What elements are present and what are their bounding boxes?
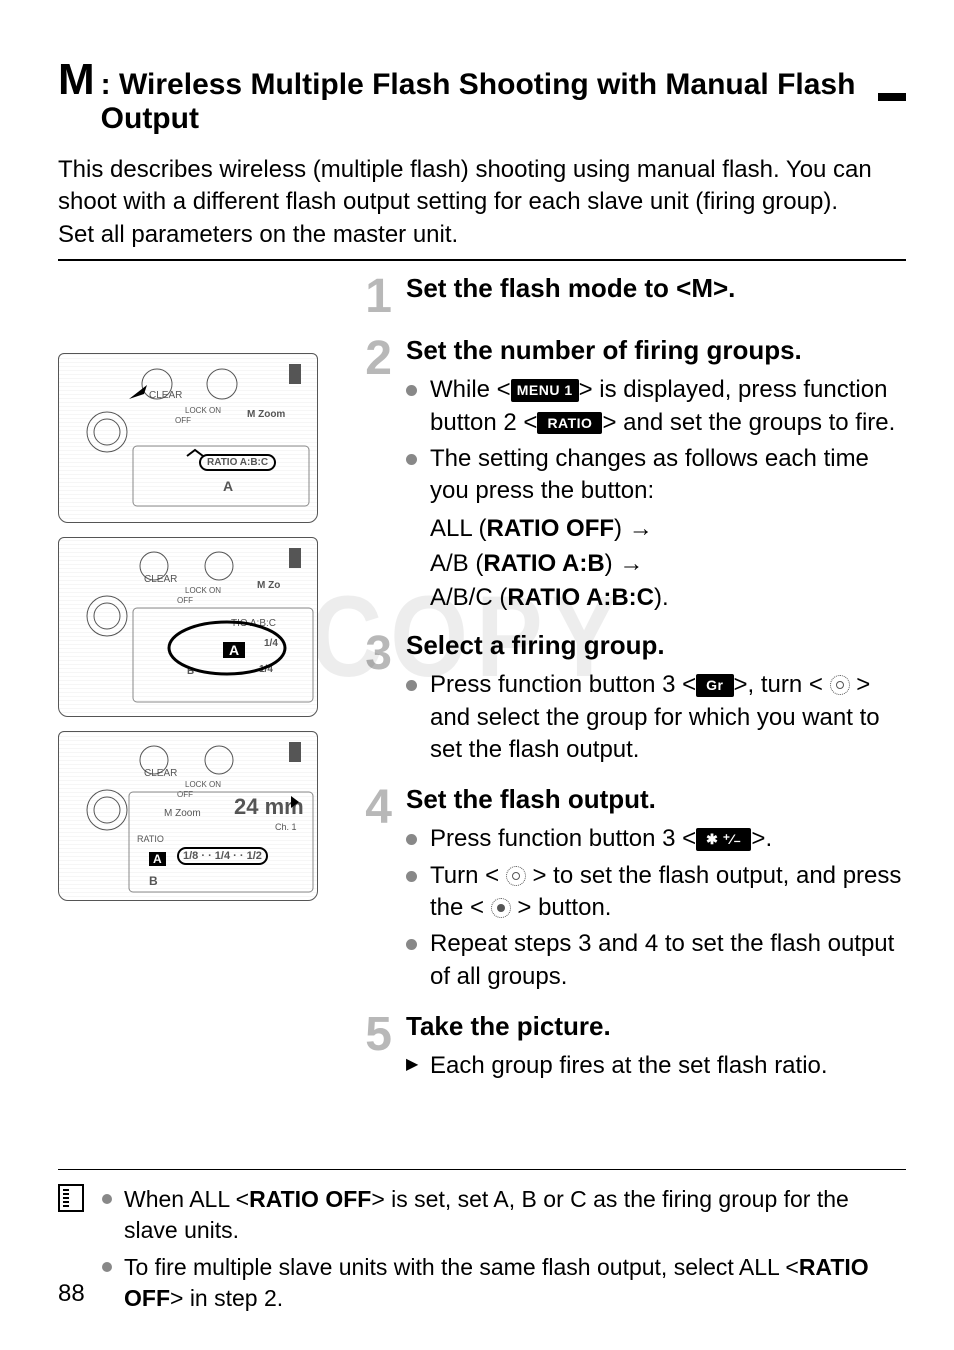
step-1: 1 Set the flash mode to <M>. bbox=[358, 273, 906, 321]
n2-pre: To fire multiple slave units with the sa… bbox=[124, 1254, 799, 1280]
step-number: 5 bbox=[358, 1011, 392, 1086]
step-4-title: Set the flash output. bbox=[406, 784, 906, 815]
step-number: 4 bbox=[358, 784, 392, 997]
seq-ab: A/B (RATIO A:B) → bbox=[430, 547, 906, 582]
step-4: 4 Set the flash output. Press function b… bbox=[358, 784, 906, 997]
notes-icon bbox=[58, 1184, 84, 1212]
n1-pre: When ALL < bbox=[124, 1186, 249, 1212]
section-rule bbox=[58, 259, 906, 261]
step-2-bullet-1: While <MENU 1> is displayed, press funct… bbox=[406, 374, 906, 439]
step-number: 3 bbox=[358, 630, 392, 770]
lcd-diagram-2: CLEAR LOCK ON OFF M Zo TIO A:B:C A B 1/4… bbox=[58, 537, 318, 717]
step-5-title: Take the picture. bbox=[406, 1011, 906, 1042]
step-number: 2 bbox=[358, 335, 392, 616]
step-2-sequence: ALL (RATIO OFF) → A/B (RATIO A:B) → A/B/… bbox=[430, 512, 906, 616]
set-dial-icon bbox=[491, 898, 511, 918]
step-3-title: Select a firing group. bbox=[406, 630, 906, 661]
step-5: 5 Take the picture. Each group fires at … bbox=[358, 1011, 906, 1086]
step-3-bullet-1: Press function button 3 <Gr>, turn < > a… bbox=[406, 669, 906, 766]
s2b1-post: > and set the groups to fire. bbox=[602, 409, 895, 436]
step-number: 1 bbox=[358, 273, 392, 321]
s4b2-post: > button. bbox=[511, 894, 612, 921]
s3b1-mid: >, turn < bbox=[734, 671, 830, 698]
step-4-bullet-2: Turn < > to set the flash output, and pr… bbox=[406, 860, 906, 925]
note-2: To fire multiple slave units with the sa… bbox=[102, 1252, 906, 1314]
dial-icon bbox=[506, 866, 526, 886]
page-title: M : Wireless Multiple Flash Shooting wit… bbox=[58, 58, 906, 136]
s1-b: >. bbox=[713, 273, 735, 303]
step-3: 3 Select a firing group. Press function … bbox=[358, 630, 906, 770]
title-text: : Wireless Multiple Flash Shooting with … bbox=[101, 68, 864, 136]
lcd-diagram-1: CLEAR LOCK ON OFF M Zoom RATIO A:B:C A bbox=[58, 353, 318, 523]
step-5-result: Each group fires at the set flash ratio. bbox=[406, 1050, 906, 1082]
n2-post: > in step 2. bbox=[170, 1285, 283, 1311]
s2b1-pre: While < bbox=[430, 376, 511, 403]
step-4-bullet-1: Press function button 3 <✱ ⁺⁄₋>. bbox=[406, 823, 906, 855]
steps-column: 1 Set the flash mode to <M>. 2 Set the n… bbox=[358, 273, 906, 1100]
step-2-bullet-2: The setting changes as follows each time… bbox=[406, 443, 906, 508]
flashcomp-badge: ✱ ⁺⁄₋ bbox=[696, 828, 751, 851]
note-1: When ALL <RATIO OFF> is set, set A, B or… bbox=[102, 1184, 906, 1246]
s1-a: Set the flash mode to < bbox=[406, 273, 691, 303]
dial-icon bbox=[830, 675, 850, 695]
step-2-title: Set the number of firing groups. bbox=[406, 335, 906, 366]
page-number: 88 bbox=[58, 1280, 85, 1308]
menu1-badge: MENU 1 bbox=[511, 379, 579, 402]
ratio-badge: RATIO bbox=[537, 412, 602, 435]
seq-all: ALL (RATIO OFF) → bbox=[430, 512, 906, 547]
s3b1-pre: Press function button 3 < bbox=[430, 671, 696, 698]
step-2: 2 Set the number of firing groups. While… bbox=[358, 335, 906, 616]
d1-svg bbox=[59, 354, 318, 523]
step-4-bullet-3: Repeat steps 3 and 4 to set the flash ou… bbox=[406, 928, 906, 993]
intro-paragraph: This describes wireless (multiple flash)… bbox=[58, 154, 878, 251]
seq-abc: A/B/C (RATIO A:B:C). bbox=[430, 581, 906, 616]
lcd-diagram-3: CLEAR LOCK ON OFF M Zoom 24 mm Ch. 1 RAT… bbox=[58, 731, 318, 901]
notes-section: When ALL <RATIO OFF> is set, set A, B or… bbox=[58, 1169, 906, 1320]
d2-svg bbox=[59, 538, 318, 717]
n1-bold: RATIO OFF bbox=[249, 1186, 371, 1212]
s4b1-pre: Press function button 3 < bbox=[430, 825, 696, 852]
s4b1-post: >. bbox=[751, 825, 772, 852]
gr-badge: Gr bbox=[696, 674, 733, 697]
title-end-bar bbox=[878, 93, 906, 101]
s1-M: M bbox=[691, 273, 713, 303]
s4b2-pre: Turn < bbox=[430, 862, 506, 889]
step-1-title: Set the flash mode to <M>. bbox=[406, 273, 906, 304]
diagram-column: CLEAR LOCK ON OFF M Zoom RATIO A:B:C A bbox=[58, 273, 358, 1100]
d3-svg bbox=[59, 732, 318, 901]
title-mode-glyph: M bbox=[58, 58, 95, 102]
